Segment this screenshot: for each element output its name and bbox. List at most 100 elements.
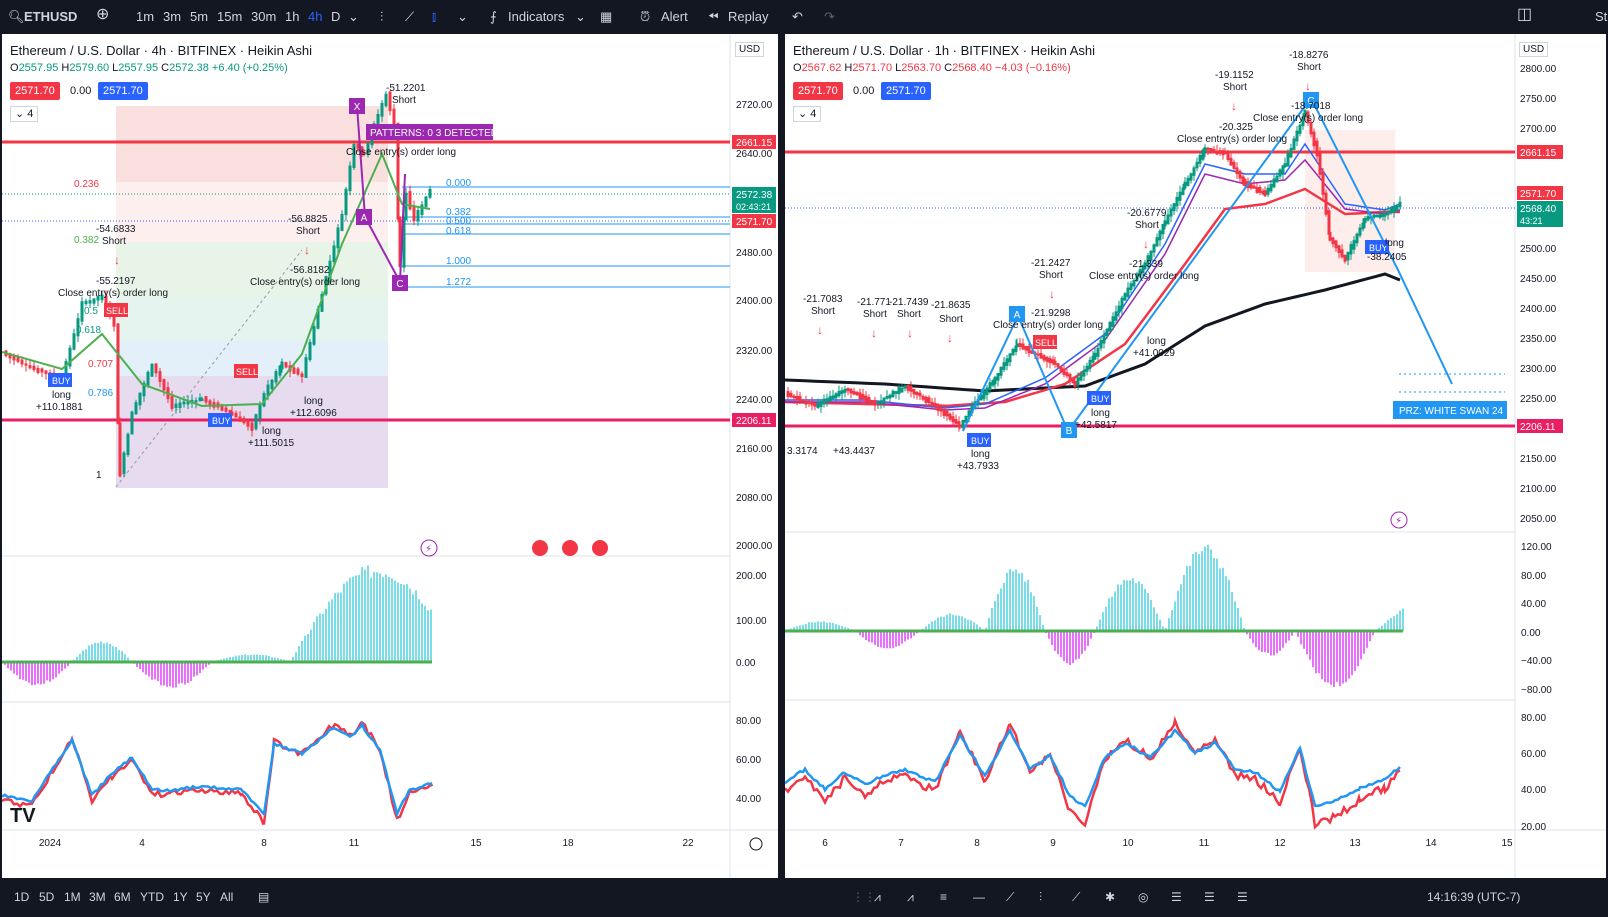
interval-1h[interactable]: 1h (285, 9, 300, 24)
candle-body (174, 403, 178, 409)
interval-30m[interactable]: 30m (251, 9, 277, 24)
buy-price-button[interactable]: 2571.70 (881, 82, 931, 100)
indicator-count-toggle[interactable]: ⌄ 4 (793, 106, 822, 122)
candle-body (366, 142, 370, 155)
range-5y[interactable]: 5Y (196, 890, 211, 904)
annotation-value: -21.8635 (931, 300, 971, 311)
interval-d[interactable]: D (331, 9, 341, 24)
line-type-icon[interactable]: ⟋ (405, 9, 415, 24)
candle-body (1201, 149, 1205, 160)
candle-body (198, 397, 202, 401)
range-1m[interactable]: 1M (64, 890, 81, 904)
chevron-down-icon[interactable]: ⌄ (348, 9, 359, 24)
layout-grid-icon[interactable]: ▦ (600, 9, 613, 24)
interval-3m[interactable]: 3m (163, 9, 182, 24)
annotation-value: +42.5817 (1075, 420, 1117, 431)
fib-label-0707: 0.707 (88, 359, 113, 370)
right-chart-canvas[interactable]: A B C PRZ: WHITE SWAN 24 -21.7083 Short … (785, 34, 1606, 878)
candle-body (274, 371, 278, 383)
redo-icon[interactable]: ↷ (824, 9, 835, 24)
h-label: H (61, 62, 70, 74)
candle-body (894, 391, 898, 394)
currency-select[interactable]: USD (1519, 42, 1549, 57)
time-tick: 8 (974, 838, 980, 849)
calendar-icon[interactable]: ▤ (258, 890, 270, 904)
candle-body (1093, 352, 1097, 360)
interval-1m[interactable]: 1m (136, 9, 155, 24)
range-3m[interactable]: 3M (89, 890, 106, 904)
candle-body (1298, 124, 1302, 134)
range-6m[interactable]: 6M (114, 890, 131, 904)
price-tick: 2250.00 (1520, 394, 1557, 405)
annotation-text: Close entry(s) order long (346, 147, 456, 158)
candle-body (1263, 190, 1267, 197)
panel-toggle-icon[interactable]: ◫ (1517, 6, 1533, 23)
candle-body (1146, 255, 1150, 267)
indicator-count-toggle[interactable]: ⌄ 4 (10, 106, 39, 122)
candle-body (828, 396, 832, 402)
candle-body (999, 366, 1003, 376)
spread-value: 0.00 (70, 85, 92, 97)
hline-tool-icon[interactable]: — (973, 890, 985, 904)
undo-icon[interactable]: ↶ (792, 9, 803, 24)
replay-button[interactable]: Replay (728, 9, 769, 24)
candle-body (876, 402, 880, 405)
sell-price-button[interactable]: 2571.70 (10, 82, 60, 100)
bar-type-icon[interactable]: ⫶ (380, 9, 384, 24)
ruler-tool-icon[interactable]: ☰ (1171, 890, 1182, 904)
long-short-tool-icon[interactable]: ⫶ (1039, 890, 1043, 904)
candle-body (1018, 343, 1022, 347)
left-chart-canvas[interactable]: X A C PATTERNS: 0 3 DETECTED 0.236 0.382… (2, 34, 778, 878)
trendline-tool-icon[interactable]: ⟋ (1006, 890, 1015, 904)
pane-divider[interactable] (778, 34, 785, 878)
right-macd-axis: 120.00 80.00 40.00 0.00 −40.00 −80.00 (1521, 542, 1552, 696)
annotation-text: Close entry(s) order long (1177, 134, 1287, 145)
menu-tool-icon[interactable]: ☰ (1237, 890, 1248, 904)
buy-price-button[interactable]: 2571.70 (98, 82, 148, 100)
currency-select[interactable]: USD (735, 42, 765, 57)
annotation-signal: long (1091, 408, 1110, 419)
buy-label: BUY (1091, 394, 1110, 404)
range-1d[interactable]: 1D (14, 890, 30, 904)
measure-tool-icon[interactable]: ☰ (1204, 890, 1215, 904)
search-icon[interactable]: 🔍︎ (8, 9, 25, 24)
macd-tick: 0.00 (1521, 628, 1541, 639)
brush-tool-icon[interactable]: ◎ (1138, 890, 1149, 904)
interval-5m[interactable]: 5m (190, 9, 209, 24)
candle-type-icon[interactable]: ⫾ (432, 9, 437, 24)
svg-text:A: A (1014, 310, 1021, 321)
alert-button[interactable]: Alert (661, 9, 688, 24)
ray-tool-icon[interactable]: ⟋ (1072, 890, 1081, 904)
xabcd-tool-icon[interactable]: ⩘ (874, 890, 881, 904)
range-5d[interactable]: 5D (39, 890, 55, 904)
range-ytd[interactable]: YTD (140, 890, 164, 904)
candle-body (200, 398, 204, 402)
resistance-price-tag (1517, 145, 1563, 159)
fib-label-05: 0.5 (84, 306, 98, 317)
sell-badge (1033, 335, 1057, 349)
time-tick: 9 (1050, 838, 1056, 849)
candle-body (1189, 173, 1193, 181)
chevron-down-icon[interactable]: ⌄ (457, 9, 468, 24)
right-chart-pane[interactable]: A B C PRZ: WHITE SWAN 24 -21.7083 Short … (785, 34, 1606, 878)
drag-handle-icon[interactable]: ⋮⋮ (852, 890, 876, 904)
clock-label[interactable]: 14:16:39 (UTC-7) (1427, 890, 1521, 904)
range-1y[interactable]: 1Y (173, 890, 188, 904)
symbol-search-button[interactable]: ETHUSD (24, 9, 78, 24)
left-chart-pane[interactable]: X A C PATTERNS: 0 3 DETECTED 0.236 0.382… (2, 34, 778, 878)
abcd-tool-icon[interactable]: ⩘ (907, 890, 914, 904)
chevron-down-icon[interactable]: ⌄ (575, 9, 586, 24)
annotation-value: -54.6833 (96, 224, 136, 235)
fib-tool-icon[interactable]: ≡ (940, 890, 948, 904)
interval-15m[interactable]: 15m (217, 9, 243, 24)
us-flag-icon (592, 540, 608, 556)
candle-body (1024, 345, 1028, 351)
candle-body (208, 400, 212, 405)
range-all[interactable]: All (220, 890, 234, 904)
indicators-button[interactable]: Indicators (508, 9, 565, 24)
sell-price-button[interactable]: 2571.70 (793, 82, 843, 100)
user-menu-label[interactable]: St (1595, 9, 1608, 24)
interval-4h[interactable]: 4h (308, 9, 323, 24)
pattern-tool-icon[interactable]: ✱ (1105, 890, 1116, 904)
compare-add-icon[interactable]: ⊕ (96, 6, 110, 23)
